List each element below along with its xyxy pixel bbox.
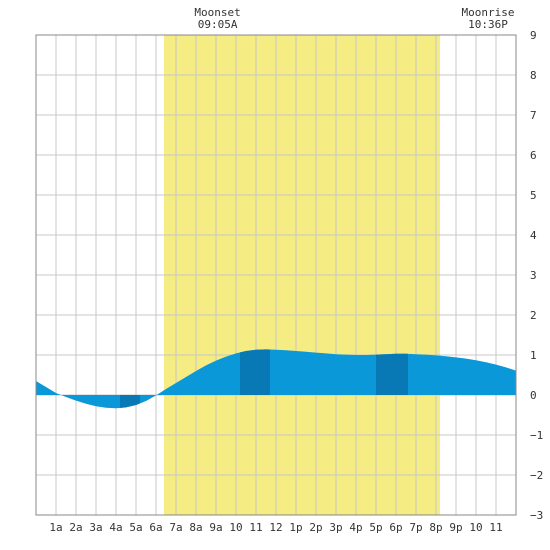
x-tick-label: 2p — [309, 521, 322, 534]
y-tick-label: 5 — [530, 189, 537, 202]
x-tick-label: 8a — [189, 521, 202, 534]
y-tick-label: 2 — [530, 309, 537, 322]
x-tick-label: 6a — [149, 521, 162, 534]
moon-event-time: 09:05A — [198, 18, 238, 31]
x-tick-label: 7a — [169, 521, 182, 534]
x-tick-label: 1p — [289, 521, 302, 534]
y-tick-label: 6 — [530, 149, 537, 162]
y-tick-label: 0 — [530, 389, 537, 402]
x-tick-label: 11 — [249, 521, 262, 534]
y-tick-label: 8 — [530, 69, 537, 82]
y-tick-label: 9 — [530, 29, 537, 42]
y-tick-label: −1 — [530, 429, 543, 442]
y-tick-label: 3 — [530, 269, 537, 282]
plot-frame — [35, 34, 517, 516]
grid-layer — [36, 35, 516, 515]
x-tick-label: 5a — [129, 521, 142, 534]
x-tick-label: 9p — [449, 521, 462, 534]
x-tick-label: 12 — [269, 521, 282, 534]
x-tick-label: 5p — [369, 521, 382, 534]
y-tick-label: 7 — [530, 109, 537, 122]
y-tick-label: 4 — [530, 229, 537, 242]
x-tick-label: 10 — [229, 521, 242, 534]
moon-event-label: Moonrise — [462, 6, 515, 19]
y-tick-labels: −3 −2 −1 0 1 2 3 4 5 6 7 8 9 — [530, 29, 543, 522]
y-tick-label: −2 — [530, 469, 543, 482]
x-tick-label: 4a — [109, 521, 122, 534]
moon-event-time: 10:36P — [468, 18, 508, 31]
x-tick-label: 3p — [329, 521, 342, 534]
x-tick-label: 6p — [389, 521, 402, 534]
x-tick-label: 11 — [489, 521, 502, 534]
moon-event-label: Moonset — [194, 6, 240, 19]
x-tick-label: 3a — [89, 521, 102, 534]
x-tick-label: 2a — [69, 521, 82, 534]
x-tick-label: 7p — [409, 521, 422, 534]
x-tick-label: 4p — [349, 521, 362, 534]
x-tick-label: 8p — [429, 521, 442, 534]
x-tick-labels: 1a 2a 3a 4a 5a 6a 7a 8a 9a 10 11 12 1p 2p 3p 4p 5p 6p 7p 8p… — [49, 521, 502, 534]
y-tick-label: 1 — [530, 349, 537, 362]
x-tick-label: 9a — [209, 521, 222, 534]
x-tick-label: 1a — [49, 521, 62, 534]
y-tick-label: −3 — [530, 509, 543, 522]
x-tick-label: 10 — [469, 521, 482, 534]
